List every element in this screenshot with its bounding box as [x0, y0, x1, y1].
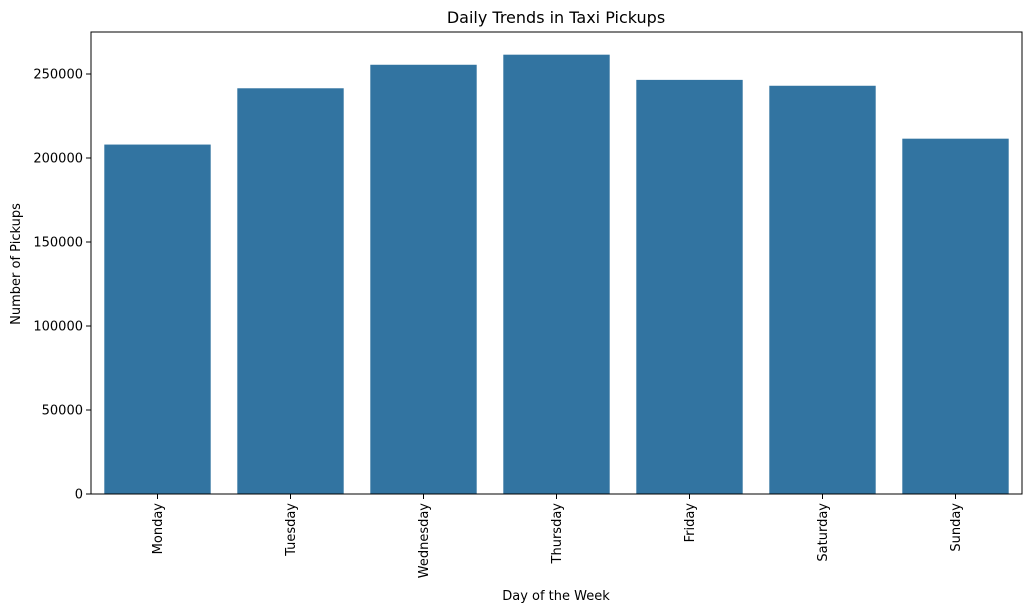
- bar-thursday: [503, 54, 610, 495]
- y-tick-label: 0: [75, 488, 83, 503]
- x-tick-label: Friday: [683, 503, 698, 543]
- bar-saturday: [769, 85, 876, 494]
- x-tick-label: Monday: [151, 503, 166, 555]
- x-tick-label: Wednesday: [417, 503, 432, 579]
- bar-monday: [104, 144, 211, 494]
- bars-group: [104, 54, 1009, 495]
- x-tick-label: Sunday: [949, 503, 964, 552]
- bar-wednesday: [370, 64, 477, 494]
- y-axis: 0 50000 100000 150000 200000 250000: [33, 68, 91, 503]
- y-tick-label: 50000: [42, 404, 83, 419]
- y-axis-label: Number of Pickups: [9, 203, 24, 325]
- bar-friday: [636, 79, 743, 494]
- bar-tuesday: [237, 88, 344, 494]
- x-tick-label: Thursday: [550, 503, 565, 565]
- y-tick-label: 100000: [33, 320, 83, 335]
- y-tick-label: 150000: [33, 236, 83, 251]
- x-axis-label: Day of the Week: [502, 589, 610, 604]
- chart-title: Daily Trends in Taxi Pickups: [447, 8, 665, 27]
- plot-area-frame: [90, 31, 1023, 495]
- y-tick-label: 250000: [33, 68, 83, 83]
- bar-sunday: [902, 138, 1009, 494]
- y-tick-label: 200000: [33, 152, 83, 167]
- x-tick-label: Saturday: [816, 503, 831, 562]
- x-tick-label: Tuesday: [284, 503, 299, 557]
- x-axis: Monday Tuesday Wednesday Thursday Friday Satu…: [151, 494, 964, 578]
